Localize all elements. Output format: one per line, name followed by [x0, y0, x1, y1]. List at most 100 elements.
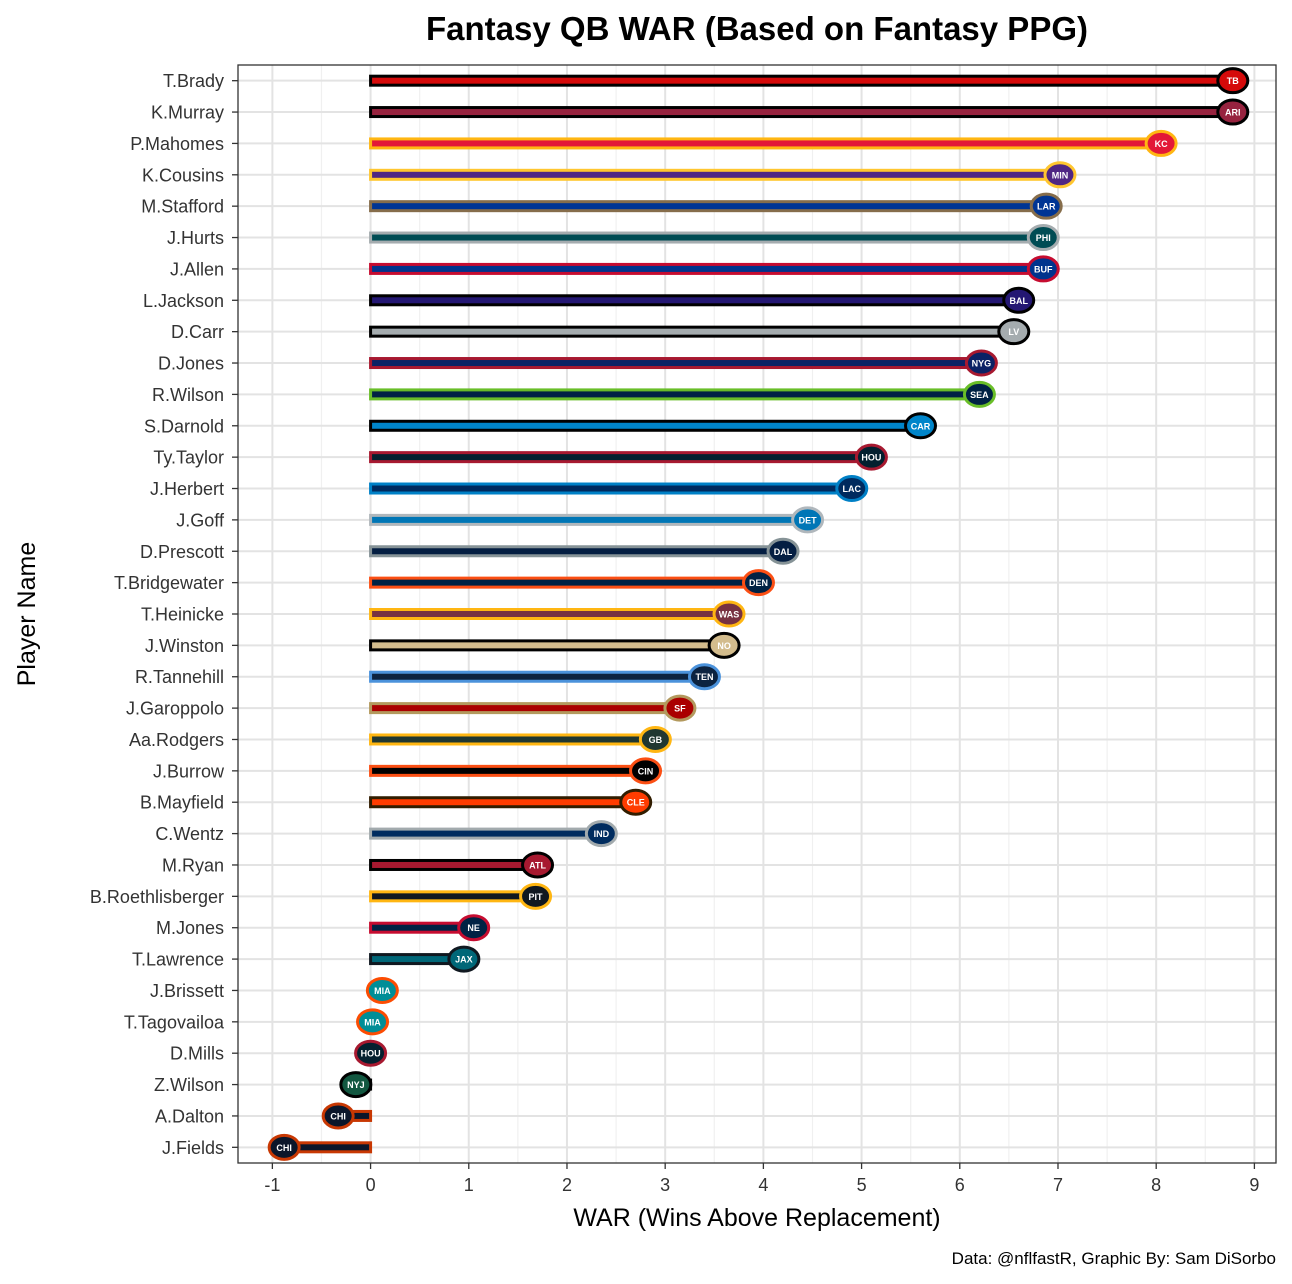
y-tick-label: Ty.Taylor	[153, 448, 224, 468]
chart-caption: Data: @nflfastR, Graphic By: Sam DiSorbo	[952, 1249, 1276, 1268]
y-tick-label: J.Allen	[170, 259, 224, 279]
y-tick-label: C.Wentz	[155, 824, 224, 844]
team-logo-icon: DEN	[741, 569, 775, 597]
y-tick-label: J.Garoppolo	[126, 699, 224, 719]
team-logo-shape	[356, 1008, 390, 1036]
team-logo-text: BAL	[1009, 296, 1028, 306]
team-logo-icon: LAR	[1029, 192, 1063, 220]
x-tick-label: 5	[857, 1175, 867, 1195]
team-logo-shape	[321, 1102, 355, 1130]
war-bar	[369, 419, 923, 432]
team-logo-shape	[447, 945, 481, 973]
y-tick-label: J.Fields	[162, 1138, 224, 1158]
team-logo-text: PHI	[1036, 233, 1051, 243]
team-logo-shape	[267, 1133, 301, 1161]
y-tick-label: L.Jackson	[143, 291, 224, 311]
team-logo-icon: CIN	[629, 757, 663, 785]
team-logo-icon: NO	[707, 631, 741, 659]
y-tick-label: B.Roethlisberger	[90, 887, 224, 907]
team-logo-icon: ARI	[1216, 98, 1250, 126]
team-logo-icon: CAR	[904, 412, 938, 440]
team-logo-text: BUF	[1034, 264, 1053, 274]
team-logo-icon: LV	[997, 318, 1031, 346]
team-logo-text: CAR	[911, 421, 931, 431]
y-tick-label: T.Lawrence	[132, 950, 224, 970]
team-logo-shape	[1026, 224, 1060, 252]
y-tick-label: R.Tannehill	[135, 667, 224, 687]
war-bar	[369, 388, 981, 401]
team-logo-text: TB	[1227, 76, 1239, 86]
y-tick-label: D.Prescott	[140, 542, 224, 562]
team-logo-shape	[1144, 129, 1178, 157]
team-logo-text: DEN	[749, 578, 768, 588]
team-logo-shape	[904, 412, 938, 440]
war-bar	[369, 670, 706, 683]
team-logo-shape	[619, 788, 653, 816]
y-tick-label: J.Hurts	[167, 228, 224, 248]
team-logo-text: NE	[467, 923, 480, 933]
war-bar	[369, 325, 1016, 338]
y-tick-label: Z.Wilson	[154, 1075, 224, 1095]
team-logo-text: CIN	[638, 766, 654, 776]
team-logo-shape	[741, 569, 775, 597]
team-logo-icon: PHI	[1026, 224, 1060, 252]
war-bar	[369, 545, 785, 558]
y-tick-label: M.Ryan	[162, 855, 224, 875]
team-logo-text: SF	[674, 704, 686, 714]
team-logo-shape	[638, 725, 672, 753]
team-logo-text: PIT	[529, 892, 544, 902]
war-bar	[369, 858, 540, 871]
y-axis-title: Player Name	[13, 542, 41, 687]
war-bar	[369, 294, 1021, 307]
x-tick-label: 7	[1053, 1175, 1063, 1195]
team-logo-shape	[1002, 286, 1036, 314]
team-logo-icon: KC	[1144, 129, 1178, 157]
team-logo-text: DET	[799, 515, 818, 525]
y-tick-label: T.Heinicke	[141, 605, 224, 625]
team-logo-icon: CHI	[321, 1102, 355, 1130]
team-logo-shape	[854, 443, 888, 471]
team-logo-icon: IND	[584, 820, 618, 848]
chart-title: Fantasy QB WAR (Based on Fantasy PPG)	[426, 10, 1088, 47]
team-logo-text: ARI	[1225, 108, 1241, 118]
team-logo-shape	[1216, 98, 1250, 126]
y-tick-label: P.Mahomes	[130, 134, 224, 154]
war-bar	[369, 576, 760, 589]
team-logo-shape	[663, 694, 697, 722]
team-logo-icon: SF	[663, 694, 697, 722]
y-tick-label: R.Wilson	[152, 385, 224, 405]
team-logo-shape	[521, 851, 555, 879]
x-tick-label: 3	[660, 1175, 670, 1195]
team-logo-shape	[962, 380, 996, 408]
war-bar	[369, 890, 538, 903]
team-logo-shape	[791, 506, 825, 534]
team-logo-text: LAC	[843, 484, 862, 494]
team-logo-icon: ATL	[521, 851, 555, 879]
team-logo-icon: WAS	[712, 600, 746, 628]
war-bar	[369, 639, 726, 652]
team-logo-icon: DAL	[766, 537, 800, 565]
team-logo-text: MIN	[1052, 170, 1069, 180]
y-tick-label: T.Tagovailoa	[124, 1012, 225, 1032]
team-logo-shape	[1029, 192, 1063, 220]
war-bar	[369, 168, 1062, 181]
war-bar	[369, 796, 638, 809]
y-tick-label: K.Murray	[151, 103, 224, 123]
team-logo-shape	[712, 600, 746, 628]
team-logo-shape	[339, 1071, 373, 1099]
team-logo-icon: NYJ	[339, 1071, 373, 1099]
team-logo-icon: JAX	[447, 945, 481, 973]
team-logo-icon: NE	[457, 914, 491, 942]
team-logo-text: LV	[1008, 327, 1019, 337]
war-bar	[369, 827, 603, 840]
team-logo-shape	[1043, 161, 1077, 189]
x-tick-label: 0	[366, 1175, 376, 1195]
team-logo-shape	[997, 318, 1031, 346]
y-tick-label: A.Dalton	[155, 1106, 224, 1126]
team-logo-icon: TEN	[687, 663, 721, 691]
y-tick-label: J.Winston	[145, 636, 224, 656]
y-tick-label: J.Herbert	[150, 479, 224, 499]
team-logo-shape	[365, 976, 399, 1004]
team-logo-icon: MIA	[365, 976, 399, 1004]
